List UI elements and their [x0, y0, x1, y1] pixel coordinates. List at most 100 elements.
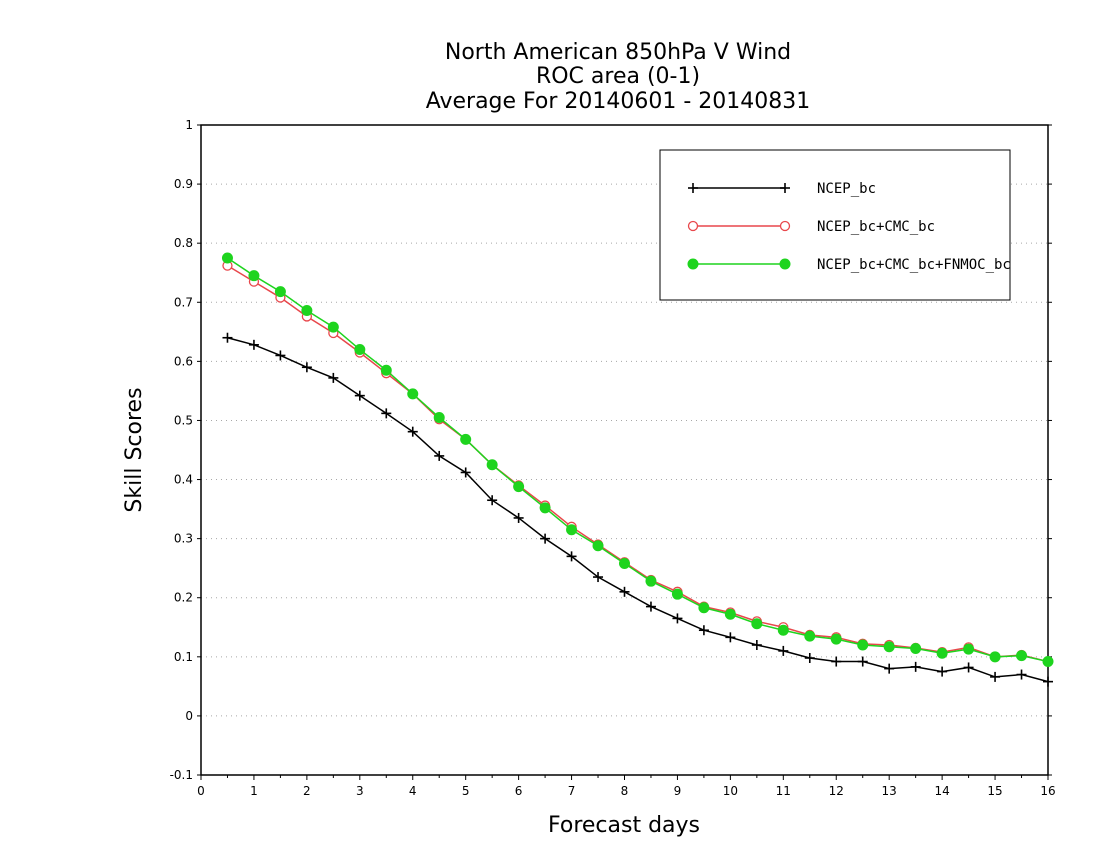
data-point — [566, 551, 577, 562]
series-ncep-bc-cmc-bc — [222, 260, 1054, 667]
legend-marker — [687, 258, 699, 270]
x-tick-label: 14 — [934, 784, 949, 798]
data-point — [434, 450, 445, 461]
data-point — [698, 602, 710, 614]
y-tick-label: 0.3 — [174, 532, 193, 546]
data-point — [751, 640, 762, 650]
x-tick-label: 16 — [1040, 784, 1055, 798]
data-point — [381, 408, 392, 419]
y-tick-label: 0.2 — [174, 591, 193, 605]
data-point — [989, 651, 1001, 663]
legend-marker — [687, 220, 699, 232]
series-container — [221, 252, 1054, 687]
y-tick-label: 0.9 — [174, 177, 193, 191]
data-point — [671, 588, 683, 600]
data-point — [1042, 656, 1054, 668]
data-point — [566, 524, 578, 536]
data-point — [910, 661, 921, 672]
y-tick-label: 0.7 — [174, 295, 193, 309]
data-point — [380, 364, 392, 376]
y-tick-label: 0 — [185, 709, 193, 723]
data-point — [407, 426, 418, 437]
x-tick-label: 2 — [303, 784, 311, 798]
data-point — [804, 630, 816, 642]
data-point — [222, 332, 233, 343]
data-point — [486, 459, 498, 471]
data-point — [672, 613, 683, 624]
data-point — [1016, 669, 1027, 680]
x-tick-label: 13 — [882, 784, 897, 798]
data-point — [698, 625, 709, 636]
data-point — [301, 362, 312, 373]
data-point — [619, 557, 630, 569]
legend-label: NCEP_bc+CMC_bc — [817, 219, 935, 235]
y-tick-label: -0.1 — [170, 768, 193, 782]
x-tick-label: 5 — [462, 784, 470, 798]
legend-marker — [780, 183, 790, 193]
data-point — [407, 388, 419, 400]
series-ncep-bc-cmc-bc-fnmoc-bc — [221, 252, 1054, 668]
data-point — [804, 653, 815, 663]
data-point — [645, 575, 657, 587]
data-point — [884, 663, 895, 674]
series-line-ncep-bc-cmc-bc-fnmoc-bc — [227, 257, 1049, 663]
data-point — [831, 656, 842, 667]
data-point — [275, 350, 286, 361]
x-tick-label: 10 — [723, 784, 738, 798]
data-point — [328, 372, 339, 383]
legend-marker — [779, 258, 791, 270]
title-line-3: Average For 20140601 - 20140831 — [426, 89, 811, 114]
y-axis-label: Skill Scores — [122, 387, 147, 512]
data-point — [645, 601, 656, 612]
x-tick-label: 0 — [197, 784, 205, 798]
data-point — [221, 252, 233, 264]
legend-item-ncep-bc-cmc-bc-fnmoc-bc: NCEP_bc+CMC_bc+FNMOC_bc — [687, 257, 1011, 273]
series-line-ncep-bc — [227, 337, 1049, 683]
data-point — [513, 512, 524, 523]
data-point — [751, 618, 763, 630]
data-point — [593, 572, 604, 583]
legend-marker — [779, 220, 791, 232]
data-point — [830, 633, 842, 645]
y-tick-label: 0.6 — [174, 354, 193, 368]
y-tick-label: 1 — [185, 118, 193, 132]
y-tick-label: 0.4 — [174, 473, 193, 487]
legend: NCEP_bc NCEP_bc+CMC_bc NCEP_bc+CMC_bc+FNMO… — [659, 149, 1011, 301]
legend-item-ncep-bc: NCEP_bc — [688, 181, 876, 197]
title-line-2: ROC area (0-1) — [536, 64, 700, 89]
x-tick-label: 15 — [987, 784, 1002, 798]
x-axis-label: Forecast days — [548, 813, 700, 838]
title-line-1: North American 850hPa V Wind — [445, 40, 791, 65]
data-point — [248, 339, 259, 350]
axes: -0.100.10.20.30.40.50.60.70.80.910 1 2 3 4 5 6… — [170, 118, 1056, 798]
series-ncep-bc — [222, 332, 1053, 687]
data-point — [274, 286, 286, 298]
chart-title: North American 850hPa V Wind ROC area (0… — [426, 40, 811, 114]
data-point — [460, 467, 471, 478]
data-point — [963, 643, 975, 655]
legend-label: NCEP_bc+CMC_bc+FNMOC_bc — [817, 257, 1011, 273]
data-point — [354, 344, 366, 356]
legend-item-ncep-bc-cmc-bc: NCEP_bc+CMC_bc — [687, 219, 935, 235]
data-point — [619, 586, 630, 597]
data-point — [460, 433, 472, 445]
data-point — [487, 495, 498, 506]
y-tick-label: 0.1 — [174, 650, 193, 664]
x-tick-label: 9 — [674, 784, 682, 798]
x-tick-label: 4 — [409, 784, 417, 798]
data-point — [433, 412, 445, 423]
data-point — [327, 321, 339, 333]
data-point — [540, 533, 551, 544]
data-point — [990, 671, 1001, 682]
x-tick-label: 11 — [776, 784, 791, 798]
legend-label: NCEP_bc — [817, 181, 876, 197]
legend-marker — [688, 183, 698, 193]
series-line-ncep-bc-cmc-bc — [227, 264, 1049, 663]
data-point — [937, 666, 948, 677]
data-point — [777, 624, 789, 636]
x-tick-label: 12 — [829, 784, 844, 798]
data-point — [857, 656, 868, 667]
data-point — [910, 643, 922, 655]
x-tick-label: 6 — [515, 784, 523, 798]
